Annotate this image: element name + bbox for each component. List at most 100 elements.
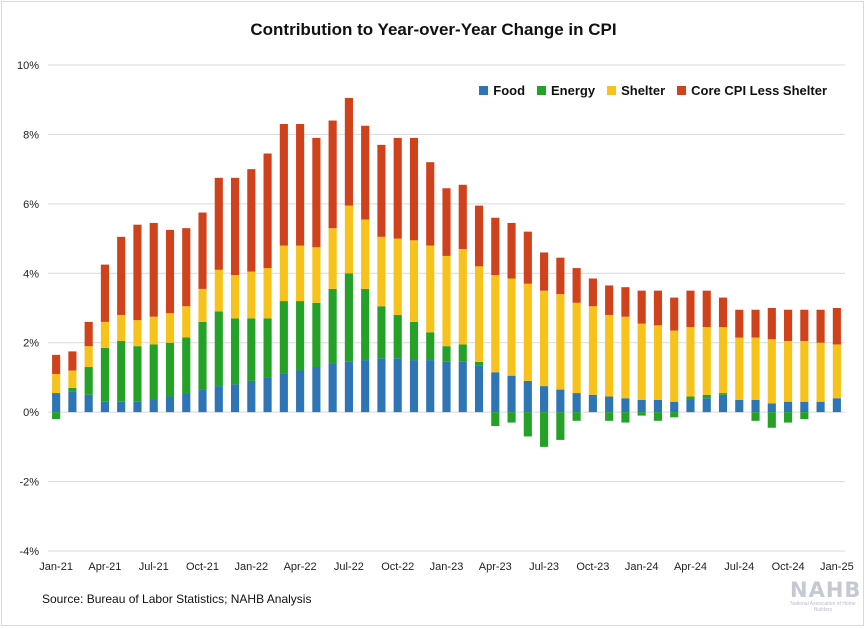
bar-segment-core-cpi	[198, 212, 207, 289]
bar-segment-core-cpi	[426, 162, 435, 246]
bar-segment-shelter	[653, 325, 663, 400]
bar-segment-food	[605, 396, 614, 413]
bar-segment-food	[68, 391, 77, 413]
bar-segment-energy	[491, 412, 500, 427]
x-tick-label: Jan-25	[820, 561, 854, 573]
bar-segment-shelter	[198, 288, 207, 322]
bar-segment-shelter	[491, 275, 500, 373]
bar-segment-energy	[702, 394, 711, 399]
bar-segment-shelter	[117, 314, 126, 341]
bar-segment-core-cpi	[214, 177, 223, 270]
bar-segment-food	[214, 386, 223, 413]
bar-segment-shelter	[458, 248, 467, 345]
bar-segment-food	[328, 363, 337, 413]
bar-segment-core-cpi	[100, 264, 109, 322]
bar-segment-core-cpi	[279, 124, 288, 246]
legend-item-shelter: Shelter	[607, 83, 665, 98]
bar-segment-energy	[784, 412, 793, 423]
bar-segment-energy	[247, 318, 256, 381]
logo-wordmark: NAHB	[790, 578, 862, 602]
x-tick-label: Oct-24	[772, 561, 805, 573]
bar-segment-core-cpi	[702, 290, 711, 328]
bar-segment-energy	[800, 412, 809, 420]
bar-segment-food	[718, 394, 728, 413]
bar-segment-energy	[718, 393, 728, 395]
y-tick-label: 10%	[17, 60, 39, 72]
legend-swatch-shelter	[607, 86, 617, 95]
bar-segment-energy	[458, 344, 467, 362]
bar-segment-core-cpi	[751, 309, 760, 338]
legend-swatch-core-cpi	[677, 86, 687, 95]
bar-segment-shelter	[816, 342, 825, 402]
bar-segment-core-cpi	[637, 290, 646, 324]
bar-segment-core-cpi	[133, 224, 142, 321]
bar-segment-core-cpi	[507, 222, 516, 279]
bar-segment-food	[377, 358, 386, 413]
bar-segment-core-cpi	[735, 309, 744, 338]
bar-segment-core-cpi	[523, 231, 532, 284]
bar-segment-food	[816, 401, 825, 413]
bar-segment-food	[556, 389, 565, 413]
bar-segment-food	[474, 365, 484, 413]
bar-segment-food	[442, 361, 451, 413]
bar-segment-core-cpi	[165, 229, 175, 314]
bar-segment-energy	[670, 412, 679, 418]
bar-segment-shelter	[165, 313, 175, 343]
bar-segment-energy	[572, 412, 581, 421]
bar-segment-core-cpi	[52, 354, 61, 374]
bar-segment-core-cpi	[767, 308, 776, 340]
bar-segment-shelter	[263, 268, 272, 319]
bar-segment-shelter	[540, 290, 549, 387]
bar-segment-shelter	[426, 245, 435, 333]
bar-segment-shelter	[182, 306, 191, 338]
bar-segment-shelter	[523, 283, 532, 381]
bar-segment-energy	[621, 412, 630, 423]
bar-segment-shelter	[52, 373, 61, 394]
bar-segment-energy	[767, 412, 776, 428]
bar-segment-energy	[296, 301, 305, 371]
bar-segment-food	[198, 389, 207, 413]
bar-segment-energy	[605, 412, 614, 421]
bar-segment-shelter	[328, 228, 337, 289]
bar-segment-food	[800, 401, 809, 413]
bar-segment-shelter	[588, 306, 597, 395]
bar-segment-core-cpi	[409, 137, 419, 241]
bar-segment-energy	[149, 344, 158, 400]
bar-segment-food	[637, 399, 646, 413]
bar-segment-energy	[328, 288, 337, 364]
bar-segment-core-cpi	[296, 124, 305, 246]
y-tick-label: 4%	[23, 268, 39, 280]
bar-segment-energy	[686, 396, 695, 400]
bar-segment-food	[393, 358, 402, 413]
bar-segment-energy	[214, 311, 223, 387]
bar-segment-core-cpi	[458, 184, 467, 249]
bar-segment-energy	[474, 361, 484, 366]
bar-segment-shelter	[149, 316, 158, 345]
bar-segment-energy	[523, 412, 532, 437]
bar-segment-core-cpi	[377, 144, 386, 237]
x-tick-label: Jul-23	[529, 561, 559, 573]
bar-segment-food	[426, 360, 435, 413]
bar-segment-food	[670, 401, 679, 413]
bar-segment-shelter	[377, 236, 386, 307]
x-tick-label: Apr-21	[88, 561, 121, 573]
bar-segment-core-cpi	[182, 228, 191, 307]
bar-segment-core-cpi	[491, 217, 500, 276]
bar-segment-core-cpi	[556, 257, 565, 295]
bar-segment-food	[653, 399, 663, 413]
bar-segment-shelter	[572, 302, 581, 394]
bar-segment-energy	[507, 412, 516, 423]
bar-segment-shelter	[621, 316, 630, 399]
bar-segment-shelter	[702, 327, 711, 395]
legend-item-food: Food	[479, 83, 525, 98]
bar-segment-shelter	[393, 238, 402, 315]
x-tick-label: Apr-24	[674, 561, 707, 573]
bar-segment-energy	[426, 332, 435, 361]
bar-segment-energy	[344, 273, 353, 362]
bar-segment-food	[165, 396, 175, 413]
bar-segment-shelter	[344, 205, 353, 274]
bar-segment-shelter	[279, 245, 288, 302]
bar-segment-shelter	[751, 337, 760, 400]
bar-segment-food	[52, 393, 61, 413]
